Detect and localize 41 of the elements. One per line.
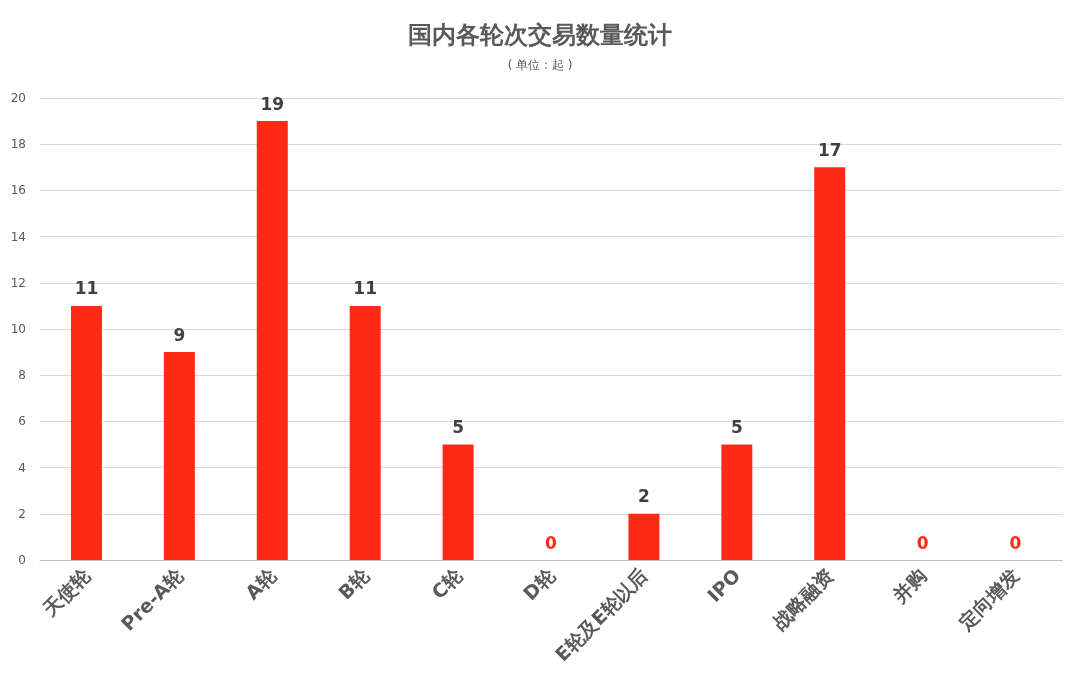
bar (349, 305, 381, 560)
data-label: 19 (260, 93, 285, 114)
data-label: 2 (637, 486, 650, 507)
y-tick-label: 12 (10, 275, 26, 290)
x-tick-label: 定向增发 (953, 564, 1024, 635)
y-tick-label: 8 (18, 368, 26, 383)
chart-subtitle: ( 单位 : 起 ) (507, 58, 573, 72)
x-tick-label: 天使轮 (37, 563, 95, 621)
y-tick-label: 4 (18, 460, 26, 475)
data-label: 11 (353, 278, 378, 299)
x-tick-label: C轮 (427, 563, 467, 604)
bar (628, 513, 660, 560)
data-label: 0 (916, 532, 929, 553)
x-tick-label: D轮 (518, 563, 560, 605)
bar (163, 352, 195, 560)
data-label: 17 (817, 139, 842, 160)
y-tick-label: 14 (10, 229, 26, 244)
y-tick-label: 18 (10, 137, 26, 152)
bar (442, 444, 474, 560)
bar (721, 444, 753, 560)
data-label: 11 (74, 278, 99, 299)
y-tick-label: 6 (18, 414, 26, 429)
y-tick-label: 2 (18, 506, 26, 521)
data-label: 0 (545, 532, 558, 553)
x-tick-label: B轮 (333, 563, 374, 604)
bar (256, 121, 288, 560)
data-label: 9 (173, 324, 186, 345)
x-tick-label: 并购 (887, 564, 931, 608)
chart-title: 国内各轮次交易数量统计 (408, 21, 672, 49)
x-tick-label: IPO (702, 564, 745, 607)
x-tick-label: 战略融资 (768, 564, 838, 634)
y-tick-label: 16 (10, 183, 26, 198)
bar (70, 305, 102, 560)
data-label: 0 (1009, 532, 1022, 553)
y-tick-label: 20 (10, 91, 26, 105)
data-label: 5 (452, 417, 465, 437)
y-tick-label: 0 (18, 553, 26, 567)
bar (814, 167, 846, 560)
data-label: 5 (730, 417, 743, 437)
y-tick-label: 10 (10, 322, 26, 336)
x-tick-label: A轮 (240, 563, 281, 604)
